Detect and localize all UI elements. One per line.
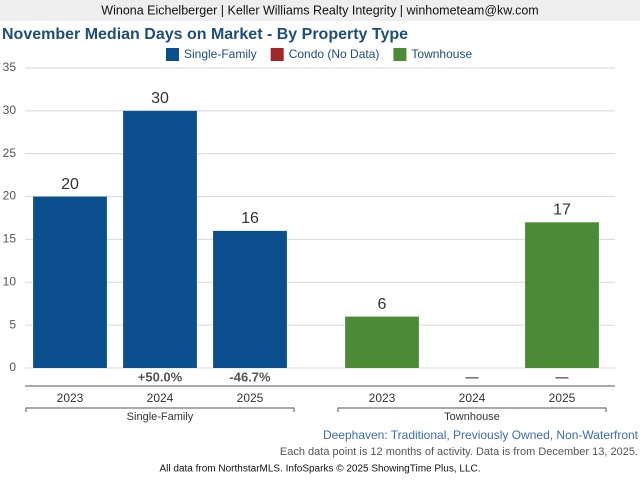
value-label: 17 — [553, 202, 571, 219]
group-label: Townhouse — [444, 411, 500, 423]
change-label: -46.7% — [229, 369, 271, 384]
value-label: 16 — [241, 210, 259, 227]
x-tick-label: 2024 — [459, 391, 486, 405]
x-tick-label: 2025 — [549, 391, 576, 405]
x-tick-label: 2024 — [147, 391, 174, 405]
group-label: Single-Family — [127, 411, 194, 423]
credit: All data from NorthstarMLS. InfoSparks ©… — [159, 464, 480, 475]
bar — [525, 222, 599, 368]
bar — [213, 230, 287, 368]
x-tick-label: 2025 — [237, 391, 264, 405]
x-tick-label: 2023 — [57, 391, 84, 405]
subtitle: Deephaven: Traditional, Previously Owned… — [323, 428, 639, 442]
bar — [123, 110, 197, 368]
value-label: 30 — [151, 90, 169, 107]
bar — [33, 196, 107, 368]
chart-title: November Median Days on Market - By Prop… — [2, 26, 408, 43]
x-tick-label: 2023 — [369, 391, 396, 405]
group-bracket — [25, 407, 295, 412]
legend-swatch — [166, 48, 179, 61]
legend-label: Condo (No Data) — [289, 47, 380, 61]
y-tick-label: 15 — [3, 232, 17, 246]
header: Winona Eichelberger | Keller Williams Re… — [101, 3, 538, 17]
y-tick-label: 0 — [9, 360, 16, 374]
y-tick-label: 35 — [3, 60, 17, 74]
value-label: 20 — [61, 176, 79, 193]
y-tick-label: 25 — [3, 146, 17, 160]
legend-swatch — [270, 48, 284, 61]
legend-label: Single-Family — [184, 47, 257, 61]
change-label: +50.0% — [138, 369, 183, 384]
legend-label: Townhouse — [411, 47, 472, 61]
header-bar — [0, 0, 640, 21]
legend-swatch — [393, 48, 407, 61]
note: Each data point is 12 months of activity… — [280, 446, 638, 458]
bar — [345, 316, 419, 368]
y-tick-label: 30 — [3, 103, 17, 117]
value-label: 6 — [378, 296, 387, 313]
y-tick-label: 10 — [3, 274, 17, 288]
change-label: — — [556, 369, 569, 384]
change-label: — — [466, 369, 479, 384]
y-tick-label: 20 — [3, 189, 17, 203]
group-bracket — [337, 407, 607, 412]
y-tick-label: 5 — [9, 317, 16, 331]
